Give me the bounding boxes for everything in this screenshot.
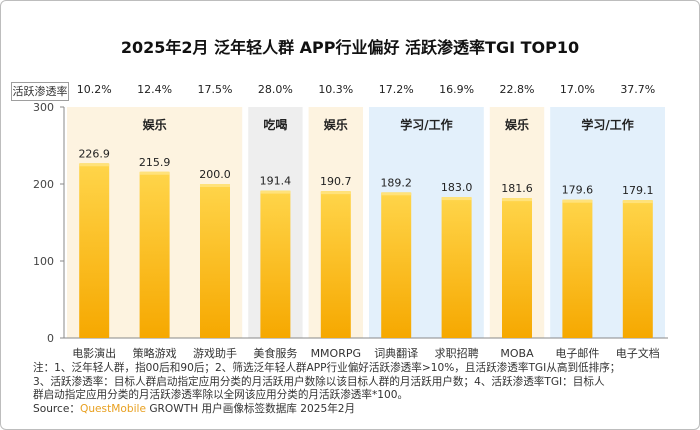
- group-label: 学习/工作: [581, 117, 633, 132]
- penetration-value: 10.2%: [76, 83, 112, 96]
- bar-value-label: 189.2: [380, 176, 412, 189]
- bar-value-label: 190.7: [320, 175, 352, 188]
- bar-top-highlight: [320, 191, 351, 195]
- note-line-1: 注：1、泛年轻人群，指00后和90后；2、筛选泛年轻人群APP行业偏好活跃渗透率…: [33, 362, 621, 374]
- footnotes: 注：1、泛年轻人群，指00后和90后；2、筛选泛年轻人群APP行业偏好活跃渗透率…: [33, 362, 673, 416]
- bar-top-highlight: [200, 184, 230, 187]
- source-prefix: Source：: [33, 402, 80, 415]
- bar-top-highlight: [441, 197, 472, 201]
- category-label: 电子文档: [616, 346, 660, 360]
- bar-top-highlight: [502, 198, 532, 202]
- category-label: 电影演出: [72, 346, 116, 360]
- bar: [200, 184, 230, 338]
- penetration-value: 16.9%: [439, 83, 475, 96]
- bar: [622, 200, 653, 338]
- bar: [79, 163, 110, 338]
- penetration-value: 17.0%: [559, 83, 595, 96]
- penetration-value: 37.7%: [620, 83, 656, 96]
- y-tick-label: 300: [33, 101, 54, 114]
- bar: [260, 190, 291, 338]
- source-line: Source：QuestMobile GROWTH 用户画像标签数据库 2025…: [33, 403, 673, 417]
- note-line-2: 3、活跃渗透率：目标人群启动指定应用分类的月活跃用户数除以该目标人群的月活跃用户…: [33, 375, 605, 388]
- category-label: 美食服务: [253, 346, 297, 360]
- category-label: 词典翻译: [374, 346, 418, 360]
- bar-value-label: 183.0: [441, 181, 473, 194]
- bar-top-highlight: [260, 190, 291, 194]
- source-rest: GROWTH 用户画像标签数据库 2025年2月: [145, 402, 356, 415]
- bar-top-highlight: [79, 163, 110, 167]
- category-label: 求职招聘: [435, 346, 479, 360]
- group-label: 学习/工作: [400, 117, 452, 132]
- bar-value-label: 215.9: [139, 156, 171, 169]
- bar-top-highlight: [381, 192, 412, 196]
- bar: [381, 192, 412, 338]
- category-label: 游戏助手: [193, 346, 237, 360]
- group-label: 娱乐: [143, 117, 167, 132]
- y-tick-label: 200: [33, 178, 54, 191]
- penetration-value: 28.0%: [257, 83, 293, 96]
- group-label: 吃喝: [263, 117, 287, 132]
- group-label: 娱乐: [505, 117, 529, 132]
- bar-value-label: 181.6: [501, 182, 533, 195]
- bar-value-label: 179.6: [562, 184, 594, 197]
- penetration-value: 22.8%: [499, 83, 535, 96]
- bar-value-label: 179.1: [622, 184, 654, 197]
- bar: [502, 198, 532, 338]
- source-brand: QuestMobile: [79, 402, 146, 415]
- category-label: MOBA: [500, 347, 534, 360]
- y-tick-label: 100: [33, 255, 54, 268]
- bar: [320, 191, 351, 338]
- chart-title: 2025年2月 泛年轻人群 APP行业偏好 活跃渗透率TGI TOP10: [120, 38, 580, 57]
- category-label: 电子邮件: [555, 347, 599, 360]
- bar-top-highlight: [562, 199, 593, 203]
- penetration-row-label: 活跃渗透率: [11, 82, 69, 101]
- bar-value-label: 226.9: [78, 147, 110, 160]
- penetration-value: 17.5%: [197, 83, 233, 96]
- group-label: 娱乐: [324, 117, 348, 132]
- bar-top-highlight: [139, 171, 170, 175]
- bar: [441, 197, 472, 338]
- penetration-value: 12.4%: [137, 83, 173, 96]
- bar: [139, 171, 170, 338]
- note-line-3: 群启动指定应用分类的月活跃渗透率除以全网该应用分类的月活跃渗透率*100。: [33, 389, 409, 402]
- category-label: 策略游戏: [133, 346, 177, 360]
- bar-value-label: 191.4: [260, 175, 292, 188]
- bar-value-label: 200.0: [199, 168, 231, 181]
- y-tick-label: 0: [47, 332, 54, 345]
- bar-top-highlight: [622, 200, 653, 204]
- penetration-value: 17.2%: [378, 83, 414, 96]
- bar: [562, 199, 593, 338]
- penetration-value: 10.3%: [318, 83, 354, 96]
- category-label: MMORPG: [311, 347, 361, 360]
